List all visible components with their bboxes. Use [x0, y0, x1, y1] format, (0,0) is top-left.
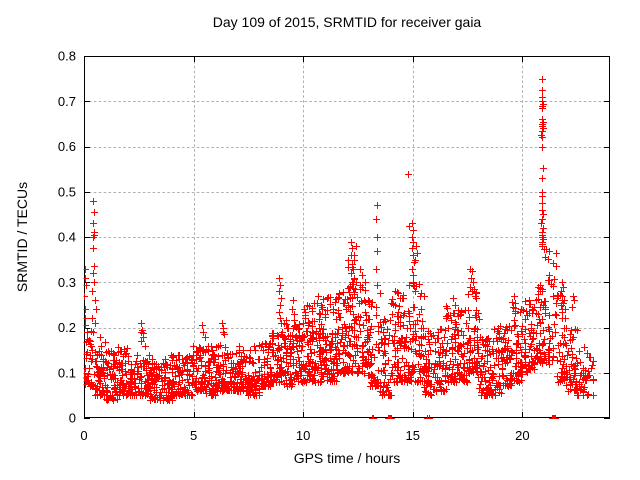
- x-tick-label: 15: [406, 428, 420, 443]
- x-tick-label: 5: [190, 428, 197, 443]
- x-axis-label: GPS time / hours: [293, 450, 401, 466]
- y-tick-label: 0.6: [58, 139, 76, 154]
- y-tick-label: 0.2: [58, 320, 76, 335]
- x-tick-labels: 0 5 10 15 20: [80, 428, 529, 443]
- x-tick-label: 10: [296, 428, 310, 443]
- y-tick-labels: 0 0.1 0.2 0.3 0.4 0.5 0.6 0.7 0.8: [58, 49, 76, 426]
- y-tick-label: 0.5: [58, 184, 76, 199]
- y-tick-label: 0.1: [58, 365, 76, 380]
- axis-ticks: [84, 56, 610, 419]
- y-tick-label: 0.7: [58, 94, 76, 109]
- y-tick-label: 0: [69, 411, 76, 426]
- x-tick-label: 0: [80, 428, 87, 443]
- y-tick-label: 0.8: [58, 49, 76, 64]
- y-tick-label: 0.3: [58, 275, 76, 290]
- scatter-points: [83, 76, 597, 419]
- chart-title: Day 109 of 2015, SRMTID for receiver gai…: [212, 14, 482, 30]
- y-tick-label: 0.4: [58, 230, 76, 245]
- x-tick-label: 20: [515, 428, 529, 443]
